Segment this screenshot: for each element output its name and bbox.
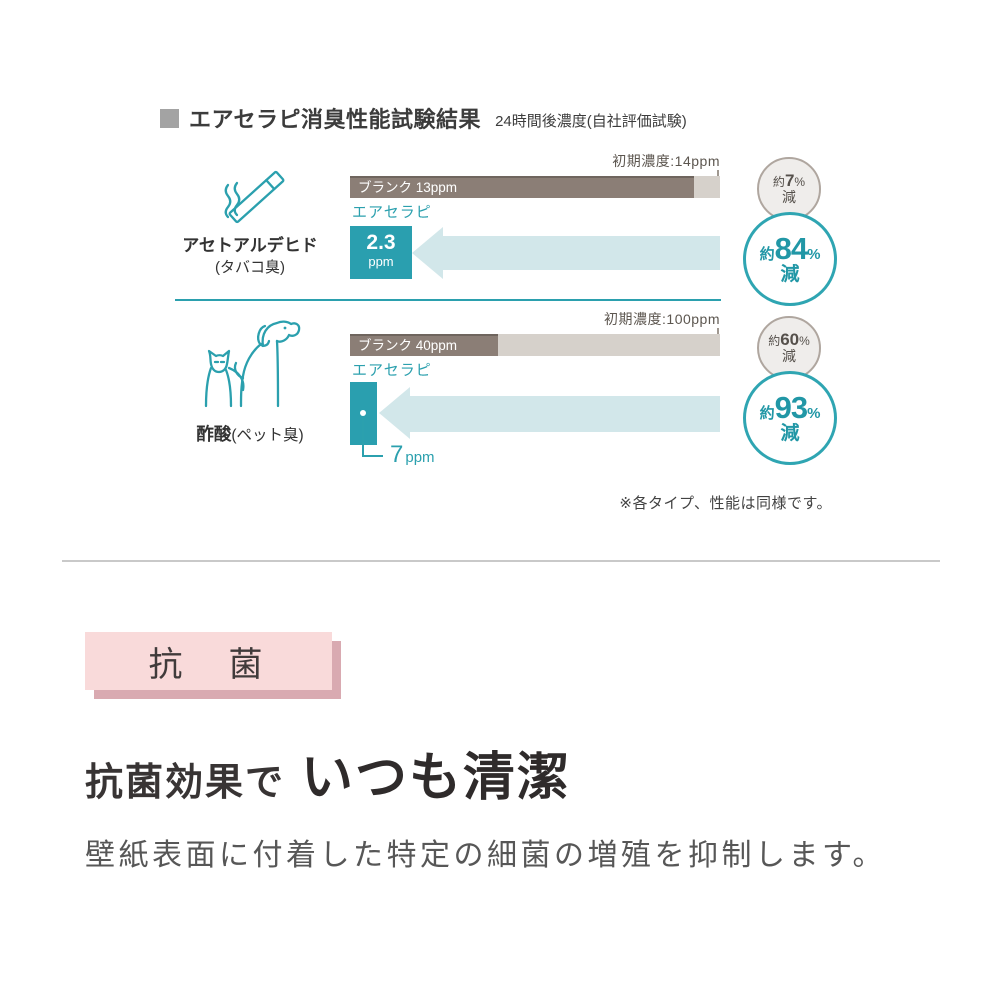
square-bullet-icon	[160, 108, 179, 128]
badge-word: 減	[782, 348, 796, 365]
badge-about: 約	[759, 404, 775, 422]
row2-callout-line-horizontal	[362, 455, 383, 457]
row1-arrow-body	[443, 236, 720, 270]
badge-number: 84	[774, 230, 808, 266]
row2-odor-label: (ペット臭)	[231, 427, 304, 444]
row2-product-reduction-badge: 約93% 減	[743, 371, 837, 465]
row1-initial-tick	[717, 170, 719, 177]
row1-product-label: エアセラピ	[352, 204, 432, 221]
row2-initial-concentration: 初期濃度:100ppm	[604, 311, 720, 327]
row1-product-reduction-badge: 約84% 減	[743, 212, 837, 306]
row2-substance-label: 酢酸(ペット臭)	[140, 421, 360, 446]
row2-blank-bar: ブランク 40ppm	[350, 334, 720, 356]
chart-title-row: エアセラピ消臭性能試験結果 24時間後濃度(自社評価試験)	[160, 102, 687, 134]
chart-title: エアセラピ消臭性能試験結果	[189, 107, 482, 132]
antibacterial-badge: 抗 菌	[85, 632, 332, 690]
row2-blank-reduction-badge: 約60% 減	[757, 316, 821, 380]
cat-dog-icon	[193, 316, 333, 421]
antibacterial-body-text: 壁紙表面に付着した特定の細菌の増殖を抑制します。	[85, 839, 886, 872]
row2-blank-bar-fill: ブランク 40ppm	[350, 334, 498, 356]
row2-substance-bold: 酢酸	[196, 424, 232, 444]
row2-callout-dot	[360, 410, 366, 416]
badge-number: 7	[784, 171, 795, 191]
badge-about: 約	[768, 334, 781, 349]
row1-arrow-head	[412, 227, 443, 279]
badge-percent: %	[807, 245, 821, 263]
badge-number: 93	[774, 389, 808, 425]
badge-about: 約	[759, 245, 775, 263]
cigarette-icon	[203, 163, 298, 243]
row2-arrow-body	[410, 396, 720, 432]
badge-percent: %	[807, 404, 821, 422]
row1-initial-concentration: 初期濃度:14ppm	[612, 153, 720, 169]
row1-blank-bar-fill: ブランク 13ppm	[350, 176, 694, 198]
row2-callout-line-vertical	[362, 414, 364, 457]
row2-arrow-head	[379, 387, 410, 439]
row1-result-value: 2.3	[366, 231, 396, 254]
badge-word: 減	[782, 189, 796, 206]
antibacterial-heading: 抗菌効果で いつも清潔	[85, 735, 571, 810]
row2-result-value: 7	[390, 441, 404, 468]
chart-subtitle: 24時間後濃度(自社評価試験)	[495, 113, 687, 130]
row2-result-unit: ppm	[405, 449, 435, 466]
badge-about: 約	[772, 175, 785, 190]
row-divider	[175, 299, 721, 301]
section-divider	[62, 560, 940, 562]
row1-odor-label: (タバコ臭)	[215, 259, 285, 276]
row2-result-callout: 7 ppm	[390, 441, 435, 469]
heading-lead: 抗菌効果で	[85, 762, 286, 804]
row1-result-unit: ppm	[368, 254, 394, 270]
chart-footnote: ※各タイプ、性能は同様です。	[619, 495, 832, 512]
row1-blank-bar: ブランク 13ppm	[350, 176, 720, 198]
row2-initial-tick	[717, 328, 719, 335]
heading-main: いつも清潔	[301, 749, 572, 807]
badge-percent: %	[799, 334, 810, 349]
badge-number: 60	[780, 330, 800, 350]
badge-percent: %	[794, 175, 806, 190]
badge-word: 減	[780, 263, 800, 285]
row1-result-box: 2.3 ppm	[350, 226, 412, 279]
row1-substance-label: アセトアルデヒド	[182, 236, 318, 255]
row2-product-label: エアセラピ	[352, 362, 432, 379]
badge-word: 減	[780, 422, 800, 444]
